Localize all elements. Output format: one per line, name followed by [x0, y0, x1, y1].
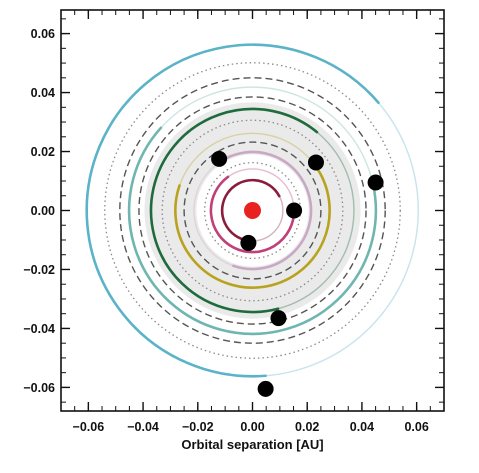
orbit-trail-6: [85, 43, 380, 378]
reference-circle-4: [119, 77, 386, 344]
x-tick-label-2: −0.02: [182, 420, 214, 434]
orbit-trail-0: [220, 178, 281, 242]
reference-circle-3: [138, 96, 367, 325]
planet-point-3: [307, 154, 324, 171]
orbit-trail-3: [174, 164, 331, 289]
orbit-trail-4: [149, 107, 319, 314]
planet-point-1: [286, 202, 303, 219]
planet-point-5: [367, 174, 384, 191]
reference-circle-2: [161, 119, 344, 302]
orbit-trail-2: [217, 150, 313, 271]
x-tick-label-3: 0.00: [240, 420, 264, 434]
x-tick-label-1: −0.04: [127, 420, 159, 434]
orbit-trail-5: [127, 126, 378, 336]
plot-layer: −0.06 −0.04 −0.02 0.00 0.02 0.04 0.06 0.06 0.04 0…: [23, 9, 445, 434]
x-tick-label-6: 0.06: [404, 420, 428, 434]
y-tick-label-1: 0.04: [31, 86, 55, 100]
planet-point-2: [211, 150, 228, 167]
y-tick-label-4: −0.02: [23, 263, 55, 277]
x-tick-label-0: −0.06: [73, 420, 105, 434]
y-tick-label-0: 0.06: [31, 27, 55, 41]
star-point: [244, 202, 261, 219]
y-tick-label-2: 0.02: [31, 145, 55, 159]
y-tick-label-5: −0.04: [23, 322, 55, 336]
planet-point-4: [270, 310, 287, 327]
y-tick-label-6: −0.06: [23, 381, 55, 395]
reference-circle-1: [183, 141, 322, 280]
reference-circle-5: [104, 62, 401, 359]
orbit-trail-1: [209, 175, 296, 254]
planet-point-6: [257, 380, 274, 397]
planet-point-0: [240, 234, 257, 251]
y-tick-label-3: 0.00: [31, 204, 55, 218]
x-tick-label-5: 0.04: [350, 420, 374, 434]
x-axis-label: Orbital separation [AU]: [181, 437, 323, 452]
x-tick-label-4: 0.02: [295, 420, 319, 434]
